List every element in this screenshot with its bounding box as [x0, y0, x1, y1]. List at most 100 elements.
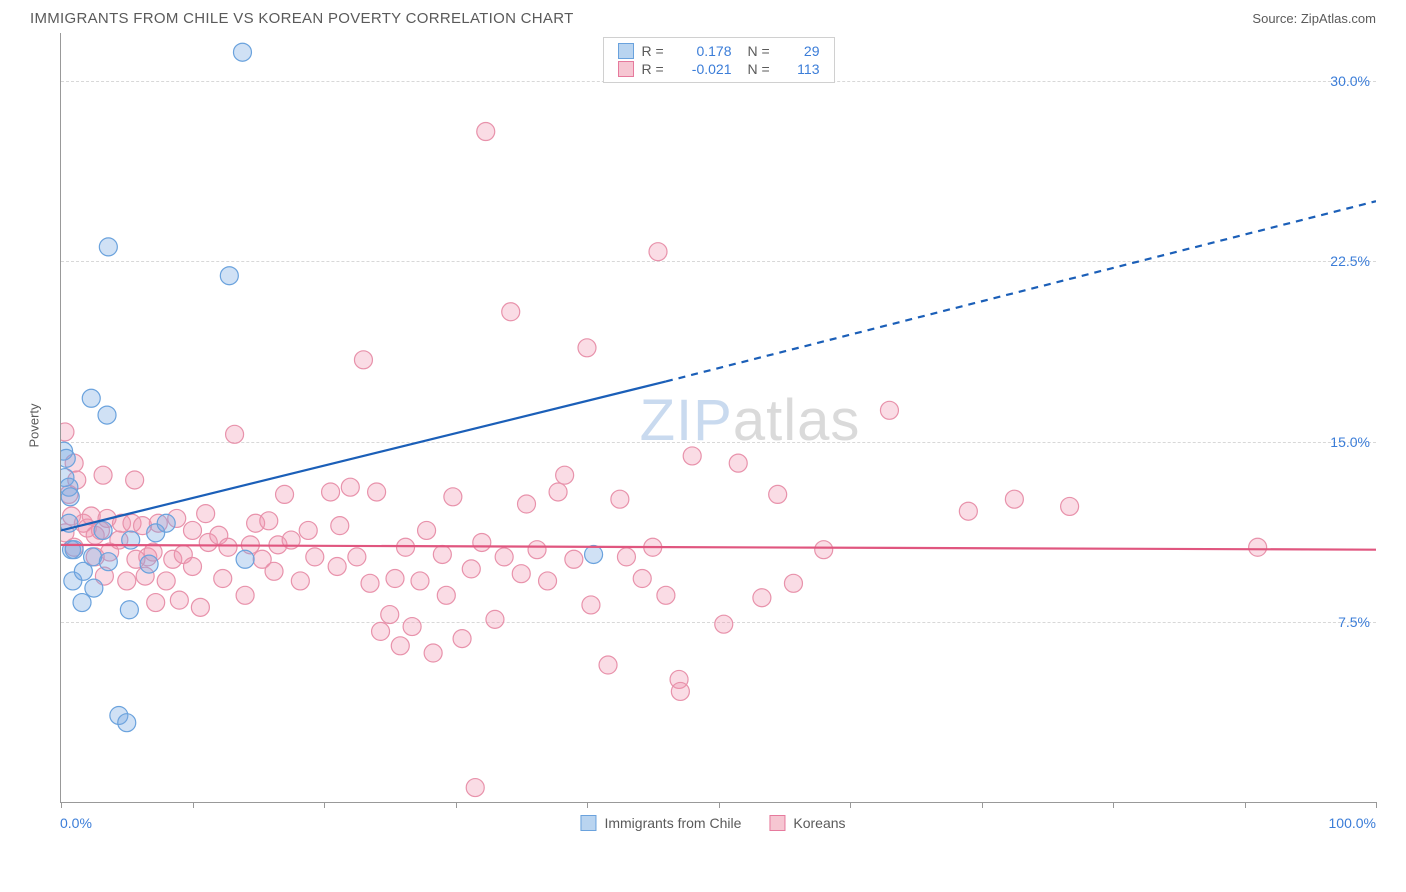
- data-point: [959, 502, 977, 520]
- legend-row: R =0.178N =29: [618, 42, 820, 60]
- x-tick: [719, 802, 720, 808]
- data-point: [657, 586, 675, 604]
- data-point: [276, 485, 294, 503]
- data-point: [729, 454, 747, 472]
- data-point: [411, 572, 429, 590]
- bottom-legend: Immigrants from Chile Koreans: [580, 815, 845, 831]
- data-point: [94, 521, 112, 539]
- chart-title: IMMIGRANTS FROM CHILE VS KOREAN POVERTY …: [30, 10, 574, 27]
- x-tick: [193, 802, 194, 808]
- data-point: [462, 560, 480, 578]
- data-point: [502, 303, 520, 321]
- data-point: [880, 401, 898, 419]
- data-point: [671, 682, 689, 700]
- data-point: [341, 478, 359, 496]
- data-point: [226, 425, 244, 443]
- legend-label: Koreans: [793, 815, 845, 831]
- legend-r-label: R =: [642, 43, 670, 59]
- data-point: [418, 521, 436, 539]
- data-point: [444, 488, 462, 506]
- data-point: [191, 598, 209, 616]
- data-point: [147, 594, 165, 612]
- data-point: [354, 351, 372, 369]
- x-axis-max-label: 100.0%: [1329, 815, 1376, 831]
- data-point: [197, 505, 215, 523]
- data-point: [348, 548, 366, 566]
- data-point: [386, 570, 404, 588]
- x-axis-min-label: 0.0%: [60, 815, 92, 831]
- data-point: [233, 43, 251, 61]
- data-point: [73, 594, 91, 612]
- data-point: [1061, 497, 1079, 515]
- data-point: [683, 447, 701, 465]
- data-point: [118, 714, 136, 732]
- source-name: ZipAtlas.com: [1301, 11, 1376, 26]
- data-point: [98, 406, 116, 424]
- x-tick: [324, 802, 325, 808]
- data-point: [477, 123, 495, 141]
- data-point: [753, 589, 771, 607]
- trendline: [61, 381, 666, 530]
- data-point: [331, 517, 349, 535]
- legend-n-label: N =: [748, 43, 778, 59]
- data-point: [85, 579, 103, 597]
- plot-area: ZIPatlas R =0.178N =29R =-0.021N =113 7.…: [60, 33, 1376, 803]
- legend-label: Immigrants from Chile: [604, 815, 741, 831]
- data-point: [214, 570, 232, 588]
- data-point: [611, 490, 629, 508]
- data-point: [582, 596, 600, 614]
- data-point: [157, 572, 175, 590]
- data-point: [715, 615, 733, 633]
- data-point: [633, 570, 651, 588]
- x-tick: [587, 802, 588, 808]
- data-point: [815, 541, 833, 559]
- source-label: Source:: [1252, 11, 1297, 26]
- legend-n-label: N =: [748, 61, 778, 77]
- legend-row: R =-0.021N =113: [618, 60, 820, 78]
- data-point: [328, 557, 346, 575]
- x-tick: [1376, 802, 1377, 808]
- data-point: [437, 586, 455, 604]
- legend-swatch: [769, 815, 785, 831]
- data-point: [120, 601, 138, 619]
- data-point: [306, 548, 324, 566]
- data-point: [512, 565, 530, 583]
- data-point: [291, 572, 309, 590]
- data-point: [578, 339, 596, 357]
- data-point: [495, 548, 513, 566]
- data-point: [769, 485, 787, 503]
- data-point: [236, 586, 254, 604]
- data-point: [549, 483, 567, 501]
- correlation-legend: R =0.178N =29R =-0.021N =113: [603, 37, 835, 83]
- data-point: [61, 488, 79, 506]
- data-point: [220, 267, 238, 285]
- data-point: [170, 591, 188, 609]
- x-tick: [1113, 802, 1114, 808]
- legend-item: Immigrants from Chile: [580, 815, 741, 831]
- legend-swatch: [618, 43, 634, 59]
- data-point: [265, 562, 283, 580]
- data-point: [518, 495, 536, 513]
- data-point: [126, 471, 144, 489]
- data-point: [1249, 538, 1267, 556]
- data-point: [219, 538, 237, 556]
- source: Source: ZipAtlas.com: [1252, 11, 1376, 26]
- data-point: [599, 656, 617, 674]
- x-tick: [850, 802, 851, 808]
- y-axis-label: Poverty: [27, 403, 42, 447]
- data-point: [585, 545, 603, 563]
- data-point: [122, 531, 140, 549]
- data-point: [368, 483, 386, 501]
- data-point: [649, 243, 667, 261]
- legend-r-label: R =: [642, 61, 670, 77]
- legend-r-value: -0.021: [678, 61, 732, 77]
- data-point: [65, 541, 83, 559]
- data-point: [82, 389, 100, 407]
- data-point: [539, 572, 557, 590]
- data-point: [99, 238, 117, 256]
- legend-n-value: 29: [786, 43, 820, 59]
- data-point: [118, 572, 136, 590]
- plot-svg: [61, 33, 1376, 802]
- data-point: [466, 779, 484, 797]
- data-point: [397, 538, 415, 556]
